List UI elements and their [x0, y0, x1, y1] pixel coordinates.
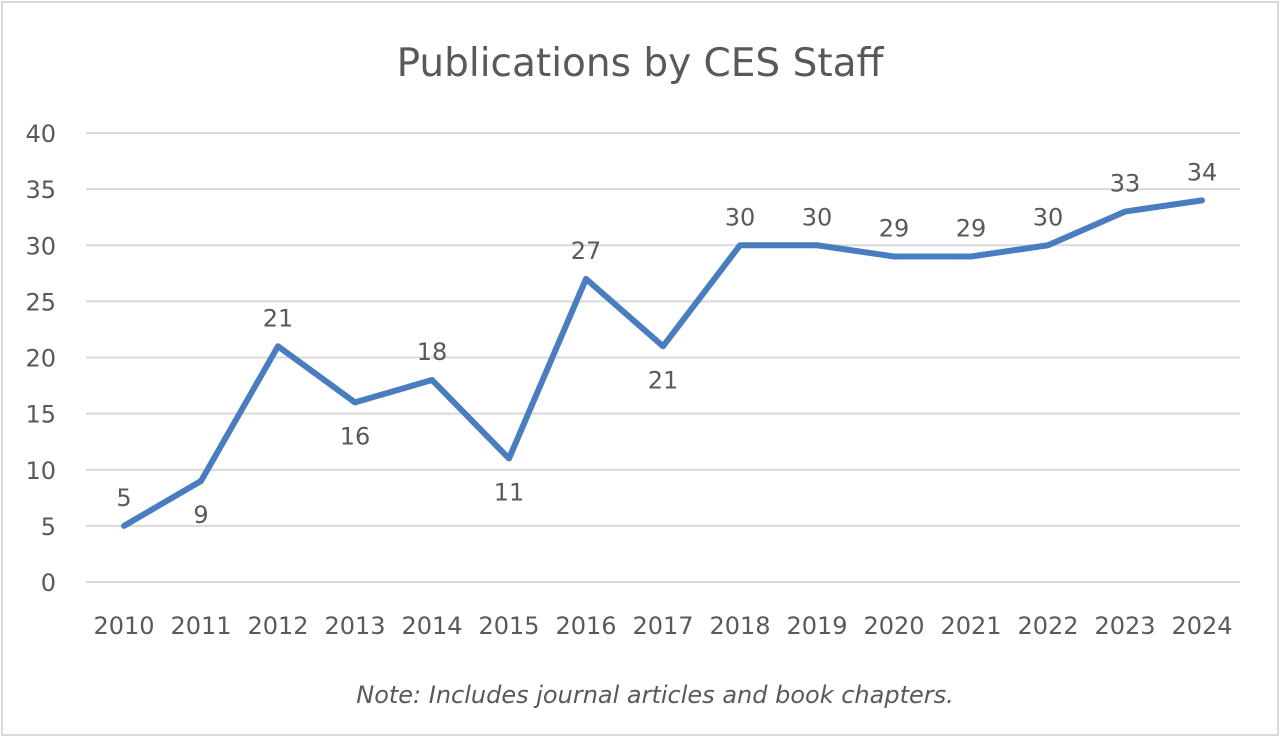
x-tick-label: 2021	[940, 612, 1001, 640]
data-label: 33	[1110, 170, 1141, 198]
y-tick-label: 40	[25, 120, 56, 148]
y-tick-label: 25	[25, 288, 56, 316]
data-label: 34	[1187, 158, 1218, 186]
y-tick-label: 20	[25, 345, 56, 373]
x-tick-label: 2018	[709, 612, 770, 640]
x-tick-label: 2022	[1017, 612, 1078, 640]
data-label: 21	[648, 366, 679, 394]
series-line	[121, 197, 1205, 529]
x-tick-label: 2023	[1094, 612, 1155, 640]
data-label: 30	[725, 203, 756, 231]
data-label: 27	[571, 237, 602, 265]
x-tick-label: 2010	[93, 612, 154, 640]
data-label: 30	[802, 203, 833, 231]
x-tick-label: 2012	[247, 612, 308, 640]
data-label: 11	[494, 479, 525, 507]
x-tick-label: 2024	[1171, 612, 1232, 640]
y-tick-label: 0	[41, 569, 56, 597]
y-tick-label: 15	[25, 401, 56, 429]
x-tick-label: 2017	[632, 612, 693, 640]
data-label: 16	[340, 422, 371, 450]
y-tick-label: 10	[25, 457, 56, 485]
x-tick-label: 2011	[170, 612, 231, 640]
x-tick-label: 2013	[324, 612, 385, 640]
x-tick-label: 2015	[478, 612, 539, 640]
data-label: 21	[263, 304, 294, 332]
chart-title: Publications by CES Staff	[397, 41, 885, 86]
chart-note: Note: Includes journal articles and book…	[356, 681, 954, 709]
y-tick-label: 35	[25, 176, 56, 204]
x-tick-label: 2016	[555, 612, 616, 640]
x-tick-label: 2019	[786, 612, 847, 640]
x-tick-label: 2014	[401, 612, 462, 640]
x-tick-label: 2020	[863, 612, 924, 640]
y-tick-label: 5	[41, 513, 56, 541]
data-label: 29	[956, 214, 987, 242]
data-label: 18	[417, 338, 448, 366]
data-label: 9	[193, 501, 208, 529]
data-label: 30	[1033, 203, 1064, 231]
y-tick-label: 30	[25, 232, 56, 260]
data-label: 5	[116, 484, 131, 512]
data-label: 29	[879, 214, 910, 242]
